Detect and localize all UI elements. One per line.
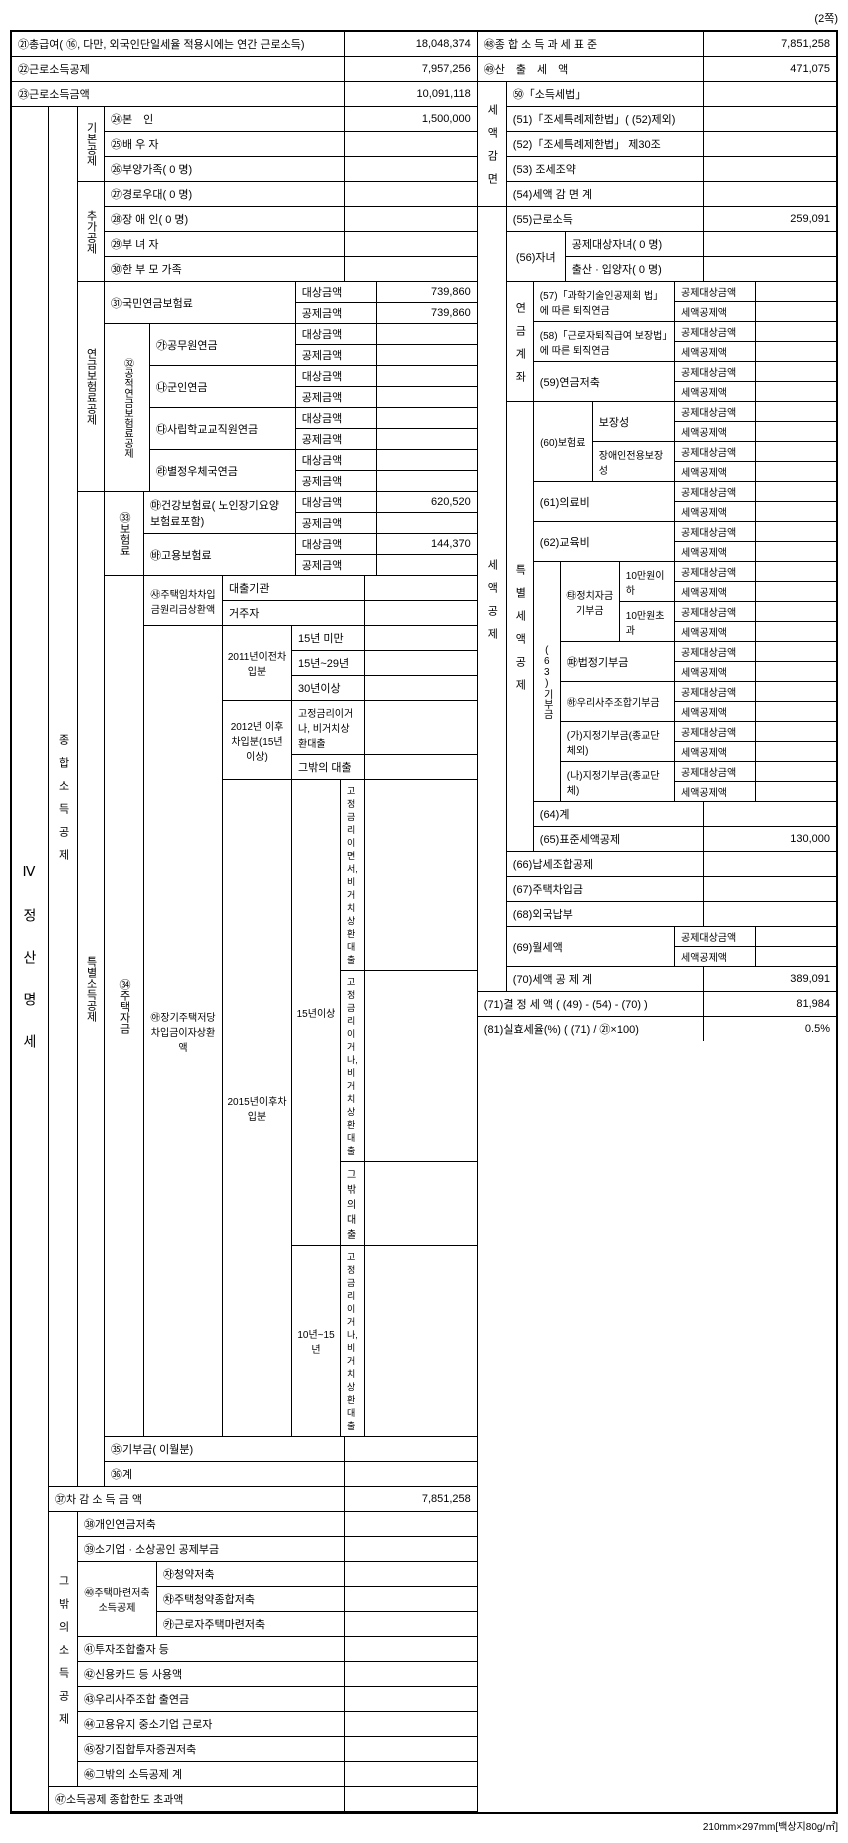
- lbl-final-tax: (71)결 정 세 액 ( (49) - (54) - (70) ): [478, 992, 703, 1016]
- teukebyeol-heading: 특별소득공제: [78, 492, 105, 1486]
- val-segye: 389,091: [703, 967, 836, 991]
- val-calc-tax: 471,075: [703, 57, 836, 81]
- page-number: (2쪽): [10, 10, 838, 26]
- lbl-sarip: ㉰사립학교교직원연금: [150, 408, 295, 449]
- segam-heading: 세 액 감 면: [478, 82, 507, 206]
- lbl-standard: (65)표준세액공제: [534, 827, 703, 851]
- lbl-calc-tax: ㊾산 출 세 액: [478, 57, 703, 81]
- val-standard: 130,000: [703, 827, 836, 851]
- lbl-hando: ㊼소득공제 종합한도 초과액: [49, 1787, 344, 1811]
- row-total-pay: ㉑총급여( ⑯, 다만, 외국인단일세율 적용시에는 연간 근로소득) 18,0…: [12, 32, 477, 57]
- lbl-amt: 대상금액: [296, 282, 376, 303]
- lbl-resident: 거주자: [223, 601, 364, 625]
- val-health: 620,520: [377, 492, 477, 513]
- lbl-segye: (70)세액 공 제 계: [507, 967, 703, 991]
- lbl-woman: ㉙부 녀 자: [105, 232, 344, 256]
- val-income-ded: 7,957,256: [344, 57, 477, 81]
- lbl-total-pay: ㉑총급여( ⑯, 다만, 외국인단일세율 적용시에는 연간 근로소득): [12, 32, 344, 56]
- lbl-effective-rate: (81)실효세율(%) ( (71) / ㉑×100): [478, 1017, 703, 1041]
- val-geunro: 259,091: [703, 207, 836, 231]
- val-self: 1,500,000: [344, 107, 477, 131]
- yeongeum-heading: 연금보험료공제: [78, 282, 105, 491]
- segong-heading: 세 액 공 제: [478, 207, 507, 991]
- lbl-emp-ins: ㉳고용보험료: [144, 534, 295, 575]
- main-table: ㉑총급여( ⑯, 다만, 외국인단일세율 적용시에는 연간 근로소득) 18,0…: [10, 30, 838, 1814]
- val-np-amt: 739,860: [377, 282, 477, 303]
- paper-spec: 210mm×297mm[백상지80g/㎡]: [10, 1818, 838, 1833]
- lbl-geunro: (55)근로소득: [507, 207, 703, 231]
- lbl-loan-inst: 대출기관: [223, 576, 364, 600]
- lbl-single-parent: ㉚한 부 모 가족: [105, 257, 344, 281]
- val-tax-base: 7,851,258: [703, 32, 836, 56]
- lbl-self: ㉔본 인: [105, 107, 344, 131]
- val-final-tax: 81,984: [703, 992, 836, 1016]
- teuk-heading: 특 별 세 액 공 제: [507, 402, 534, 851]
- val-total-pay: 18,048,374: [344, 32, 477, 56]
- lbl-disabled: ㉘장 애 인( 0 명): [105, 207, 344, 231]
- jonghap-heading: 종 합 소 득 공 제: [49, 107, 78, 1486]
- lbl-gong: ㉮공무원연금: [150, 324, 295, 365]
- lbl-byeoljung: ㉱별정우체국연금: [150, 450, 295, 491]
- gongjeok-heading: ㉜공적연금보험료공제: [105, 324, 150, 491]
- jutaek-heading: ㉞주택자금: [105, 576, 144, 1436]
- lbl-spouse: ㉕배 우 자: [105, 132, 344, 156]
- lbl-tax-base: ㊽종 합 소 득 과 세 표 준: [478, 32, 703, 56]
- val-effective-rate: 0.5%: [703, 1017, 836, 1041]
- boheom-heading: ㉝보험료: [105, 492, 144, 575]
- lbl-subtotal: ㊱계: [105, 1462, 344, 1486]
- lbl-income-amt: ㉓근로소득금액: [12, 82, 344, 106]
- lbl-gunin: ㉯군인연금: [150, 366, 295, 407]
- gibon-heading: 기본공제: [78, 107, 105, 181]
- val-chagam: 7,851,258: [344, 1487, 477, 1511]
- lbl-income-ded: ㉒근로소득공제: [12, 57, 344, 81]
- geubak-heading: 그 밖 의 소 득 공 제: [49, 1512, 78, 1786]
- lbl-dependents: ㉖부양가족( 0 명): [105, 157, 344, 181]
- jt2-heading: ㉵장기주택저당차입금이자상환액: [144, 626, 223, 1436]
- val-np-ded: 739,860: [377, 303, 477, 323]
- val-emp: 144,370: [377, 534, 477, 555]
- lbl-gibumun: ㉟기부금( 이월분): [105, 1437, 344, 1461]
- lbl-national-pension: ㉛국민연금보험료: [105, 282, 295, 323]
- val-income-amt: 10,091,118: [344, 82, 477, 106]
- lbl-chagam: ㊲차 감 소 득 금 액: [49, 1487, 344, 1511]
- lbl-ded: 공제금액: [296, 303, 376, 323]
- lbl-health-ins: ㉲건강보험료( 노인장기요양보험료포함): [144, 492, 295, 533]
- lbl-elderly: ㉗경로우대( 0 명): [105, 182, 344, 206]
- yg-heading: 연 금 계 좌: [507, 282, 534, 401]
- jt1-heading: ㉴주택임차차입금원리금상환액: [144, 576, 223, 625]
- chuga-heading: 추가공제: [78, 182, 105, 281]
- section4-heading: Ⅳ 정 산 명 세: [12, 107, 49, 1811]
